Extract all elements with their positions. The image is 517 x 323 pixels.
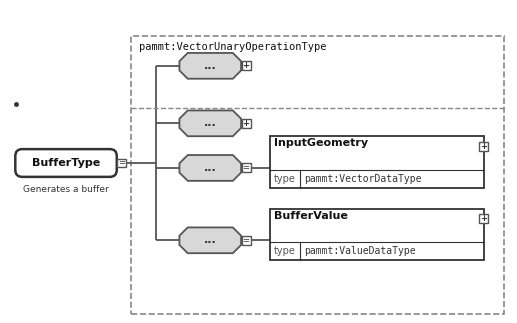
Bar	[241, 119, 251, 128]
Bar	[270, 209, 484, 260]
Text: ...: ...	[204, 163, 217, 173]
Text: BufferValue: BufferValue	[274, 211, 348, 221]
Text: +: +	[242, 119, 250, 128]
Text: +: +	[242, 61, 250, 70]
Bar	[479, 214, 488, 223]
Bar	[241, 61, 251, 70]
Text: Generates a buffer: Generates a buffer	[23, 185, 109, 194]
Text: type: type	[274, 246, 296, 256]
Text: type: type	[274, 174, 296, 184]
Bar	[241, 236, 251, 245]
Text: ...: ...	[204, 235, 217, 245]
Text: ...: ...	[204, 61, 217, 71]
Polygon shape	[179, 155, 241, 181]
Bar	[241, 163, 251, 172]
Text: BufferType: BufferType	[32, 158, 100, 168]
Text: pammt:VectorUnaryOperationType: pammt:VectorUnaryOperationType	[139, 42, 326, 52]
Text: =: =	[118, 159, 125, 168]
Bar	[479, 142, 488, 151]
Text: +: +	[480, 214, 487, 223]
FancyBboxPatch shape	[16, 149, 117, 177]
Bar	[270, 136, 484, 188]
Polygon shape	[179, 53, 241, 79]
Polygon shape	[179, 227, 241, 253]
Polygon shape	[179, 110, 241, 136]
Bar	[131, 36, 504, 314]
Text: ...: ...	[204, 118, 217, 128]
Text: InputGeometry: InputGeometry	[274, 138, 368, 148]
Text: =: =	[242, 236, 250, 245]
Bar	[117, 159, 126, 167]
Text: +: +	[480, 141, 487, 151]
Text: pammt:VectorDataType: pammt:VectorDataType	[304, 174, 421, 184]
Text: =: =	[242, 163, 250, 172]
Text: pammt:ValueDataType: pammt:ValueDataType	[304, 246, 415, 256]
